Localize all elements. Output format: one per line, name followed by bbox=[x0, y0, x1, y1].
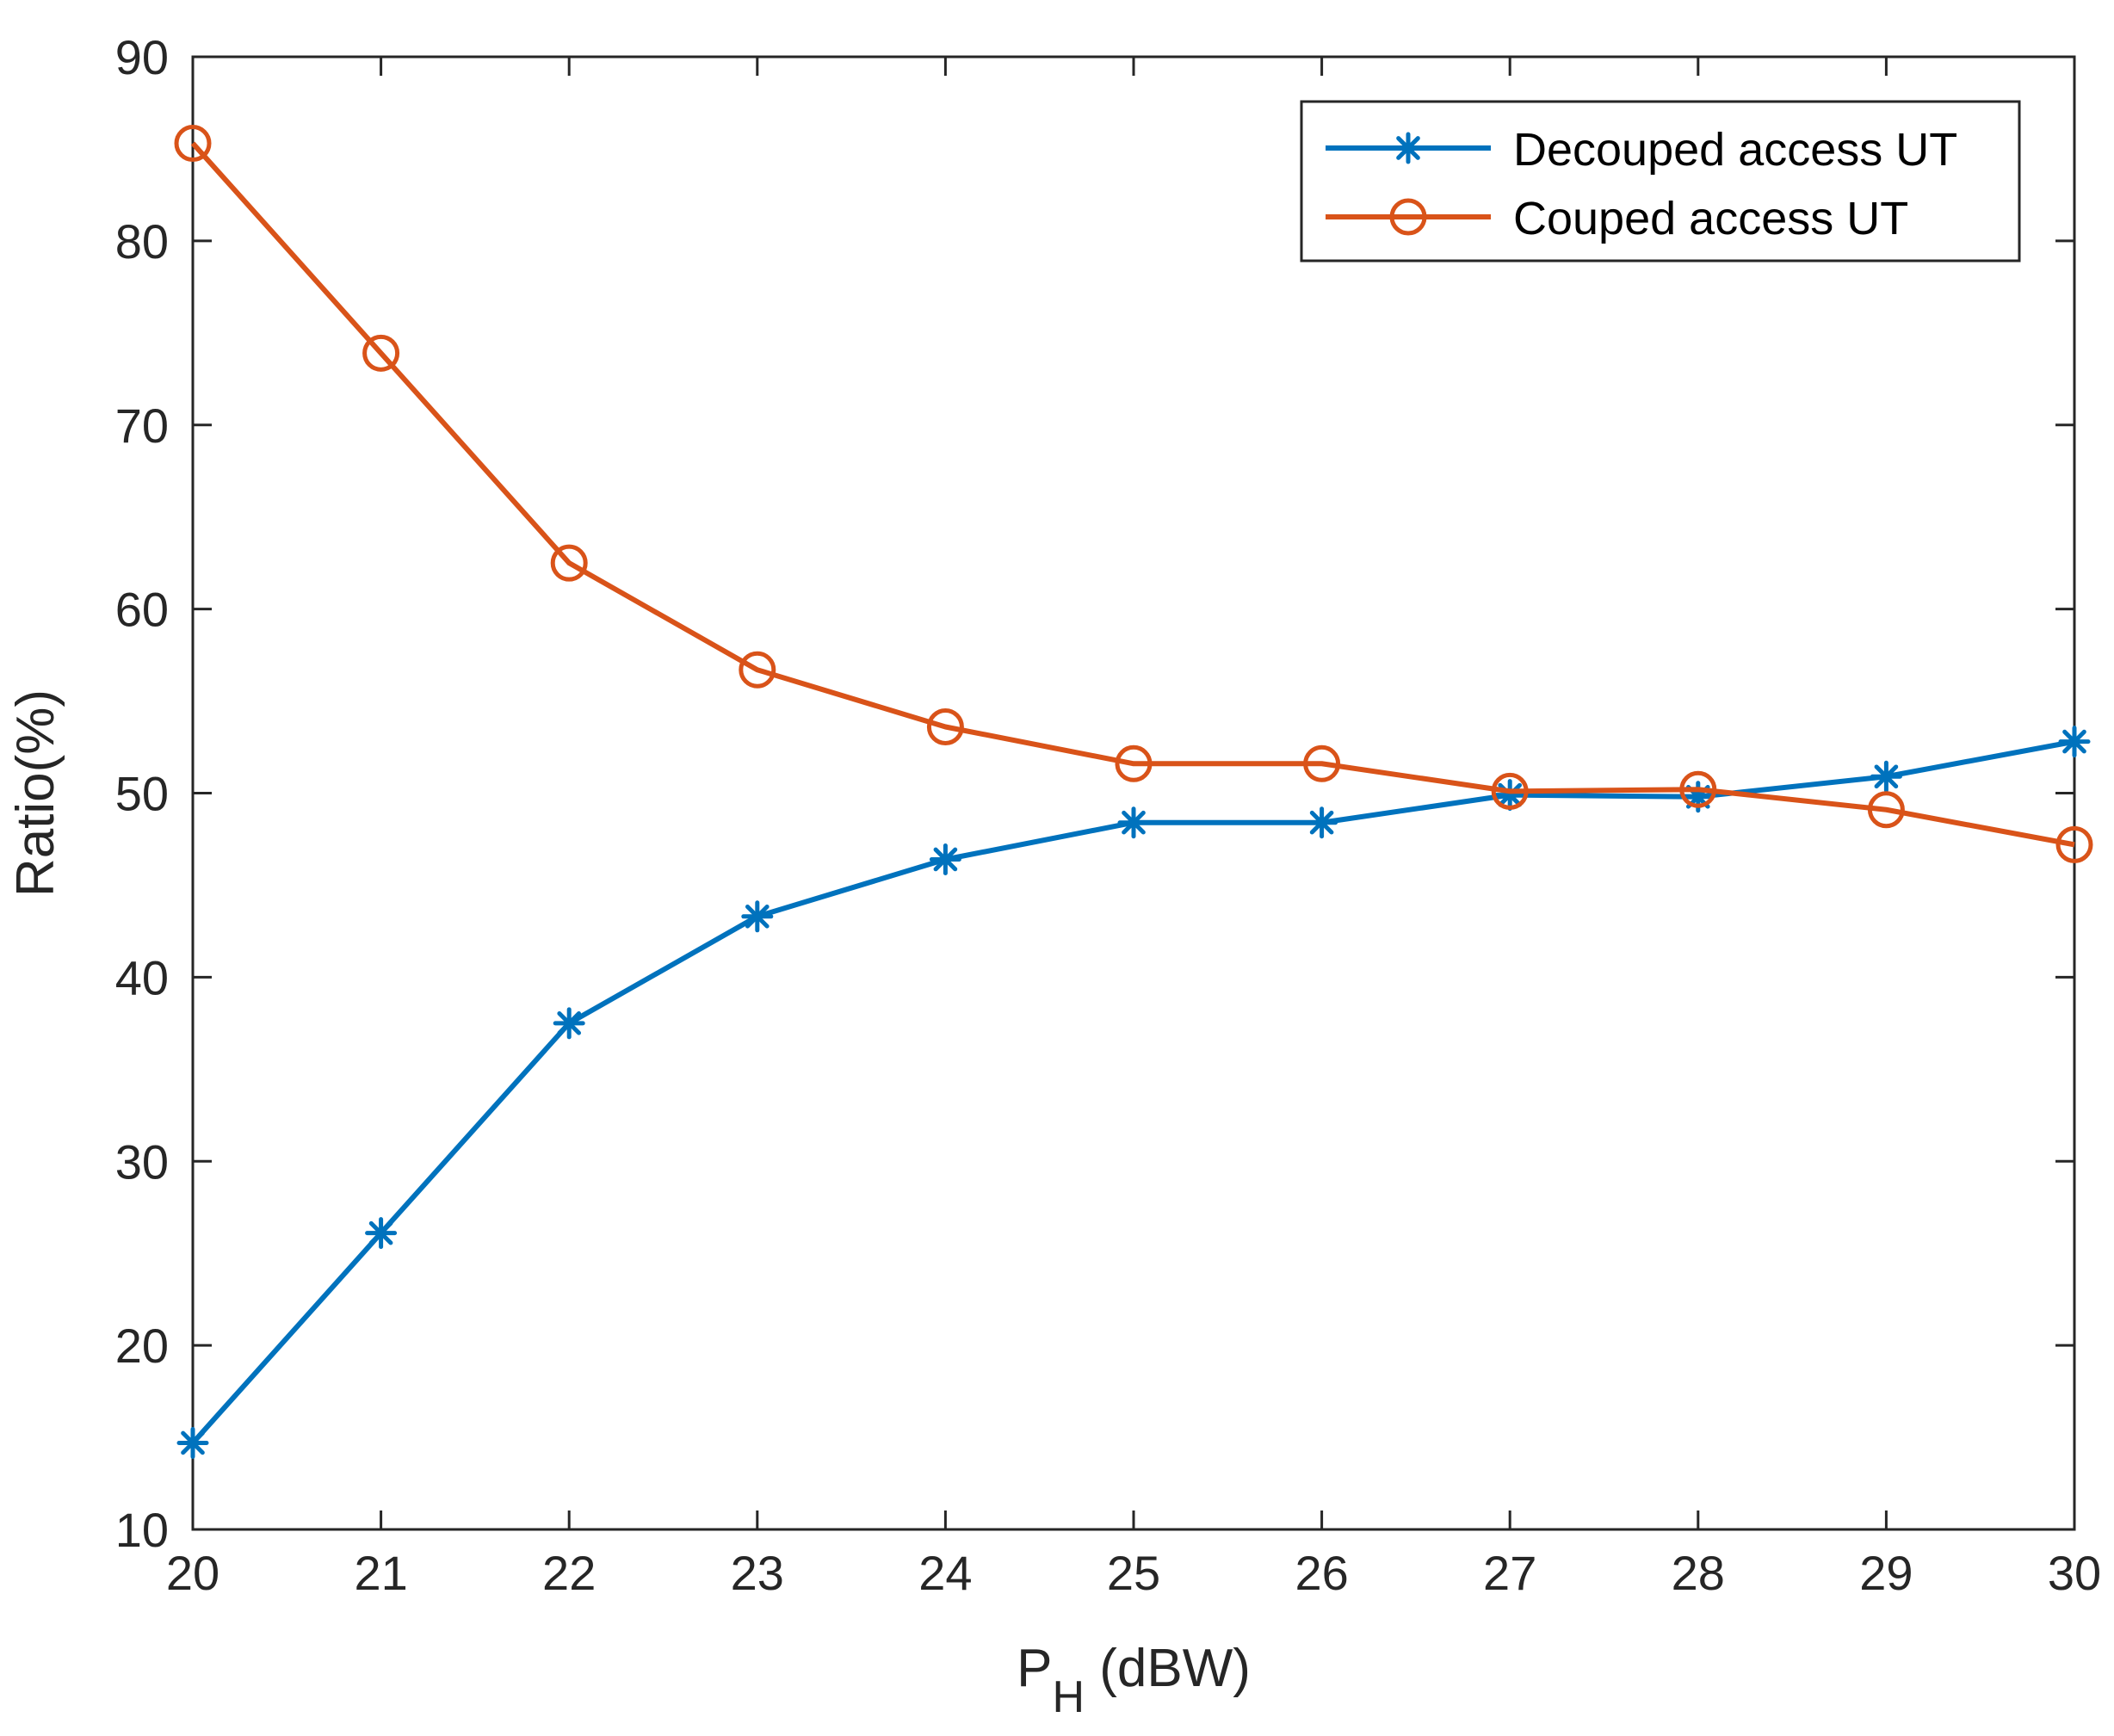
circle-marker bbox=[739, 651, 776, 689]
x-axis-label-suffix: (dBW) bbox=[1085, 1639, 1251, 1698]
asterisk-marker-stroke bbox=[557, 1011, 582, 1035]
x-tick-label: 22 bbox=[542, 1546, 596, 1600]
data-point bbox=[176, 1426, 209, 1459]
asterisk-marker-stroke bbox=[1498, 782, 1523, 807]
legend-label: Couped access UT bbox=[1513, 193, 1908, 244]
y-tick-label: 90 bbox=[115, 30, 169, 84]
data-point bbox=[1115, 744, 1153, 782]
y-tick-label: 70 bbox=[115, 398, 169, 453]
circle-marker bbox=[1491, 772, 1529, 810]
data-point bbox=[550, 544, 588, 582]
data-point bbox=[929, 843, 961, 875]
x-axis-label-main: P bbox=[1017, 1639, 1052, 1698]
x-tick-label: 29 bbox=[1859, 1546, 1913, 1600]
data-point bbox=[926, 708, 964, 746]
x-tick-label: 21 bbox=[354, 1546, 407, 1600]
y-axis-label: Ratio(%) bbox=[6, 689, 65, 897]
circle-marker bbox=[362, 334, 400, 372]
x-tick-label: 24 bbox=[918, 1546, 972, 1600]
data-point bbox=[1303, 744, 1341, 782]
data-point bbox=[2055, 825, 2093, 863]
asterisk-marker-stroke bbox=[1396, 136, 1420, 160]
legend: Decouped access UT Couped access UT bbox=[1300, 100, 2021, 263]
series-layer bbox=[174, 125, 2093, 1459]
x-tick-label: 25 bbox=[1107, 1546, 1160, 1600]
legend-entry: Decouped access UT bbox=[1326, 124, 1957, 176]
data-point bbox=[2058, 726, 2091, 758]
asterisk-marker-stroke bbox=[1309, 810, 1334, 835]
data-point bbox=[1870, 760, 1902, 793]
y-tick-label: 40 bbox=[115, 950, 169, 1004]
asterisk-marker-stroke bbox=[368, 1220, 393, 1245]
legend-entry: Couped access UT bbox=[1326, 193, 1908, 244]
circle-marker bbox=[1679, 770, 1717, 808]
circle-marker bbox=[926, 708, 964, 746]
y-tick-label: 80 bbox=[115, 214, 169, 269]
data-point bbox=[1679, 770, 1717, 808]
data-point bbox=[1117, 806, 1150, 839]
y-tick-label: 10 bbox=[115, 1503, 169, 1557]
circle-marker bbox=[2055, 825, 2093, 863]
x-axis-label: PH (dBW) bbox=[1017, 1639, 1251, 1722]
y-tick-label: 20 bbox=[115, 1319, 169, 1373]
asterisk-marker-stroke bbox=[1874, 764, 1899, 789]
y-tick-label: 30 bbox=[115, 1134, 169, 1189]
x-tick-label: 30 bbox=[2048, 1546, 2101, 1600]
y-tick-label: 50 bbox=[115, 767, 169, 821]
data-point bbox=[1491, 772, 1529, 810]
data-point bbox=[365, 1217, 398, 1250]
data-point bbox=[174, 125, 212, 163]
circle-marker bbox=[1867, 791, 1905, 829]
data-point bbox=[741, 900, 774, 933]
circle-marker bbox=[1115, 744, 1153, 782]
circle-marker bbox=[1303, 744, 1341, 782]
x-axis-label-subscript: H bbox=[1052, 1672, 1085, 1722]
legend-label: Decouped access UT bbox=[1513, 124, 1957, 176]
asterisk-marker-stroke bbox=[1122, 810, 1146, 835]
asterisk-marker-stroke bbox=[2062, 729, 2086, 754]
circle-marker bbox=[550, 544, 588, 582]
x-tick-label: 27 bbox=[1483, 1546, 1536, 1600]
series-1 bbox=[176, 726, 2091, 1459]
asterisk-marker-stroke bbox=[745, 904, 770, 929]
data-point bbox=[1867, 791, 1905, 829]
x-tick-label: 20 bbox=[166, 1546, 219, 1600]
series-line bbox=[190, 141, 2075, 848]
data-point bbox=[553, 1007, 585, 1040]
circle-marker bbox=[174, 125, 212, 163]
asterisk-marker-stroke bbox=[933, 847, 958, 872]
y-tick-label: 60 bbox=[115, 583, 169, 637]
circle-marker bbox=[1389, 198, 1427, 236]
legend-box bbox=[1300, 100, 2021, 263]
asterisk-marker-stroke bbox=[181, 1430, 205, 1455]
x-tick-label: 26 bbox=[1295, 1546, 1348, 1600]
series-2 bbox=[174, 125, 2093, 863]
data-point bbox=[1306, 806, 1338, 839]
x-tick-label: 23 bbox=[731, 1546, 784, 1600]
x-tick-label: 28 bbox=[1672, 1546, 1725, 1600]
data-point bbox=[362, 334, 400, 372]
data-point bbox=[739, 651, 776, 689]
